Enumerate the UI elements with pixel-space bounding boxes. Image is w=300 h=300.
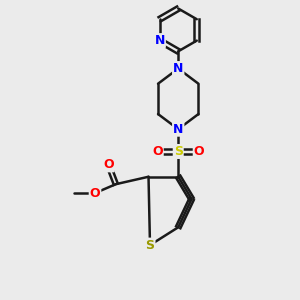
Text: N: N xyxy=(173,123,183,136)
Text: S: S xyxy=(174,145,183,158)
Text: O: O xyxy=(194,145,204,158)
Text: O: O xyxy=(90,187,100,200)
Text: O: O xyxy=(103,158,114,171)
Text: S: S xyxy=(146,238,154,252)
Text: N: N xyxy=(173,62,183,75)
Text: O: O xyxy=(152,145,163,158)
Text: N: N xyxy=(154,34,165,47)
